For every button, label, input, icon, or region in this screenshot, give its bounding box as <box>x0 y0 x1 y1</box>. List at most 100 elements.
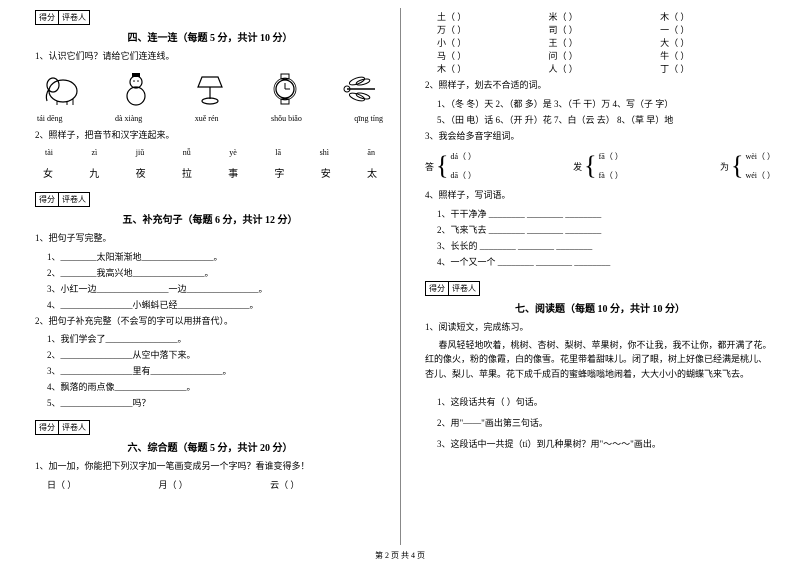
opt: fā（ ） <box>599 151 623 162</box>
sub: 2、用"——"画出第三句话。 <box>437 416 775 429</box>
line: 3、小红一边________________一边________________… <box>47 282 385 295</box>
brace-head: 答 <box>425 160 434 173</box>
line: 1、（冬 冬）天 2、（都 多）是 3、（千 干）万 4、写（子 字） <box>437 97 775 110</box>
page-footer: 第 2 页 共 4 页 <box>0 550 800 561</box>
score-label: 得分 <box>36 11 59 24</box>
section-5-title: 五、补充句子（每题 6 分，共计 12 分） <box>35 211 385 226</box>
char-4: 拉 <box>182 165 192 180</box>
fill: 月（ ） <box>159 478 271 491</box>
grader-label: 评卷人 <box>59 193 89 206</box>
elephant-icon <box>40 70 82 108</box>
score-label: 得分 <box>36 193 59 206</box>
char-5: 事 <box>228 165 238 180</box>
char-7: 安 <box>321 165 331 180</box>
syll-7: shì <box>320 148 329 157</box>
fill: 米（ ） <box>549 10 661 23</box>
opt: wéi（ ） <box>745 170 775 181</box>
q6-2: 2、照样子，划去不合适的词。 <box>425 79 775 93</box>
char-8: 太 <box>367 165 377 180</box>
fill: 王（ ） <box>549 36 661 49</box>
q4-2: 2、照样子，把音节和汉字连起来。 <box>35 129 385 143</box>
opt: wèi（ ） <box>745 151 775 162</box>
fill: 司（ ） <box>549 23 661 36</box>
section-4-title: 四、连一连（每题 5 分，共计 10 分） <box>35 29 385 44</box>
line: 1、________太阳渐渐地________________。 <box>47 250 385 263</box>
grader-label: 评卷人 <box>59 11 89 24</box>
left-column: 得分 评卷人 四、连一连（每题 5 分，共计 10 分） 1、认识它们吗？请给它… <box>0 0 400 540</box>
brace-icon: { <box>584 153 596 179</box>
char-row: 女 九 夜 拉 事 字 安 太 <box>35 165 385 180</box>
fill: 木（ ） <box>437 62 549 75</box>
pinyin-5: qīng tíng <box>354 114 383 123</box>
char-2: 九 <box>89 165 99 180</box>
dragonfly-icon <box>338 70 380 108</box>
brace-icon: { <box>731 153 743 179</box>
q5-1: 1、把句子写完整。 <box>35 232 385 246</box>
q6-4: 4、照样子，写词语。 <box>425 189 775 203</box>
pinyin-3: xuě rén <box>195 114 219 123</box>
q6-4-lines: 1、干干净净 ________ ________ ________ 2、飞来飞去… <box>425 207 775 268</box>
q6-1-cont: 土（ ） 米（ ） 木（ ） 万（ ） 司（ ） 一（ ） 小（ ） 王（ ） … <box>425 10 775 75</box>
fill: 大（ ） <box>660 36 772 49</box>
fill: 马（ ） <box>437 49 549 62</box>
opt: dā（ ） <box>451 170 477 181</box>
fill: 万（ ） <box>437 23 549 36</box>
q6-1: 1、加一加，你能把下列汉字加一笔画变成另一个字吗？看谁变得多！ <box>35 460 385 474</box>
q6-1-row: 日（ ） 月（ ） 云（ ） <box>35 478 385 491</box>
line: 1、干干净净 ________ ________ ________ <box>437 207 775 220</box>
line: 1、我们学会了________________。 <box>47 332 385 345</box>
q7-subs: 1、这段话共有（ ）句话。 2、用"——"画出第三句话。 3、这段话中一共提（t… <box>425 395 775 450</box>
fill: 一（ ） <box>660 23 772 36</box>
snowman-icon <box>115 70 157 108</box>
syll-5: yè <box>229 148 237 157</box>
score-label: 得分 <box>36 421 59 434</box>
score-label: 得分 <box>426 282 449 295</box>
line: 4、飘落的雨点像________________。 <box>47 380 385 393</box>
opt: dá（ ） <box>451 151 477 162</box>
pinyin-4: shǒu biǎo <box>271 114 302 123</box>
reading-passage: 春风轻轻地吹着，桃树、杏树、梨树、苹果树，你不让我，我不让你，都开满了花。红的像… <box>425 338 775 381</box>
sub: 1、这段话共有（ ）句话。 <box>437 395 775 408</box>
image-row <box>35 70 385 108</box>
line: 2、飞来飞去 ________ ________ ________ <box>437 223 775 236</box>
fill: 日（ ） <box>47 478 159 491</box>
right-column: 土（ ） 米（ ） 木（ ） 万（ ） 司（ ） 一（ ） 小（ ） 王（ ） … <box>400 0 800 540</box>
watch-icon <box>264 70 306 108</box>
q4-1: 1、认识它们吗？请给它们连连线。 <box>35 50 385 64</box>
brace-1: 答 { dá（ ） dā（ ） <box>425 151 476 181</box>
char-1: 女 <box>43 165 53 180</box>
opt: fà（ ） <box>599 170 623 181</box>
line: 5、（田 电）话 6、（开 升）花 7、白（云 去） 8、（草 早）地 <box>437 113 775 126</box>
syll-6: lā <box>275 148 281 157</box>
pinyin-row-1: tái dēng dà xiàng xuě rén shǒu biǎo qīng… <box>35 114 385 123</box>
line: 4、一个又一个 ________ ________ ________ <box>437 255 775 268</box>
fill: 人（ ） <box>549 62 661 75</box>
fill: 牛（ ） <box>660 49 772 62</box>
grader-label: 评卷人 <box>59 421 89 434</box>
sub: 3、这段话中一共提（tí）到几种果树？用"～～～"画出。 <box>437 437 775 450</box>
q5-2: 2、把句子补充完整（不会写的字可以用拼音代）。 <box>35 315 385 329</box>
line: 3、________________里有________________。 <box>47 364 385 377</box>
syll-1: tài <box>45 148 53 157</box>
score-box-6: 得分 评卷人 <box>35 420 90 435</box>
q7-1: 1、阅读短文，完成练习。 <box>425 321 775 335</box>
fill: 土（ ） <box>437 10 549 23</box>
line: 4、________________小蝌蚪已经________________。 <box>47 298 385 311</box>
lamp-icon <box>189 70 231 108</box>
q6-2-lines: 1、（冬 冬）天 2、（都 多）是 3、（千 干）万 4、写（子 字） 5、（田… <box>425 97 775 126</box>
q6-3: 3、我会给多音字组词。 <box>425 130 775 144</box>
brace-group: 答 { dá（ ） dā（ ） 发 { fā（ ） fà（ ） 为 <box>425 151 775 181</box>
line: 2、________我高兴地________________。 <box>47 266 385 279</box>
brace-2: 发 { fā（ ） fà（ ） <box>573 151 623 181</box>
line: 5、________________吗？ <box>47 396 385 409</box>
fill: 木（ ） <box>660 10 772 23</box>
syll-2: zì <box>92 148 98 157</box>
grader-label: 评卷人 <box>449 282 479 295</box>
pinyin-2: dà xiàng <box>115 114 142 123</box>
syll-3: jiǔ <box>136 148 144 157</box>
fill: 小（ ） <box>437 36 549 49</box>
syll-4: nǚ <box>183 148 191 157</box>
section-6-title: 六、综合题（每题 5 分，共计 20 分） <box>35 439 385 454</box>
brace-head: 为 <box>720 160 729 173</box>
line: 2、________________从空中落下来。 <box>47 348 385 361</box>
